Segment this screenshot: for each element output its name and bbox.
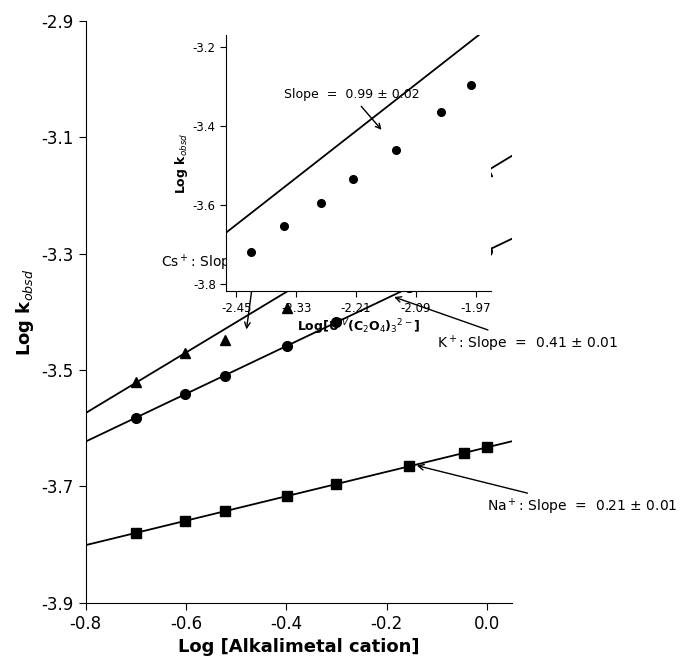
Text: K$^+$: Slope  =  0.41 ± 0.01: K$^+$: Slope = 0.41 ± 0.01	[396, 297, 618, 354]
Text: Na$^+$: Slope  =  0.21 ± 0.01: Na$^+$: Slope = 0.21 ± 0.01	[419, 464, 677, 517]
X-axis label: Log [Alkalimetal cation]: Log [Alkalimetal cation]	[178, 638, 419, 656]
Y-axis label: Log k$_{obsd}$: Log k$_{obsd}$	[14, 268, 36, 356]
Text: Cs$^+$: Slope  =  0.52 ± 0.01: Cs$^+$: Slope = 0.52 ± 0.01	[161, 252, 350, 328]
